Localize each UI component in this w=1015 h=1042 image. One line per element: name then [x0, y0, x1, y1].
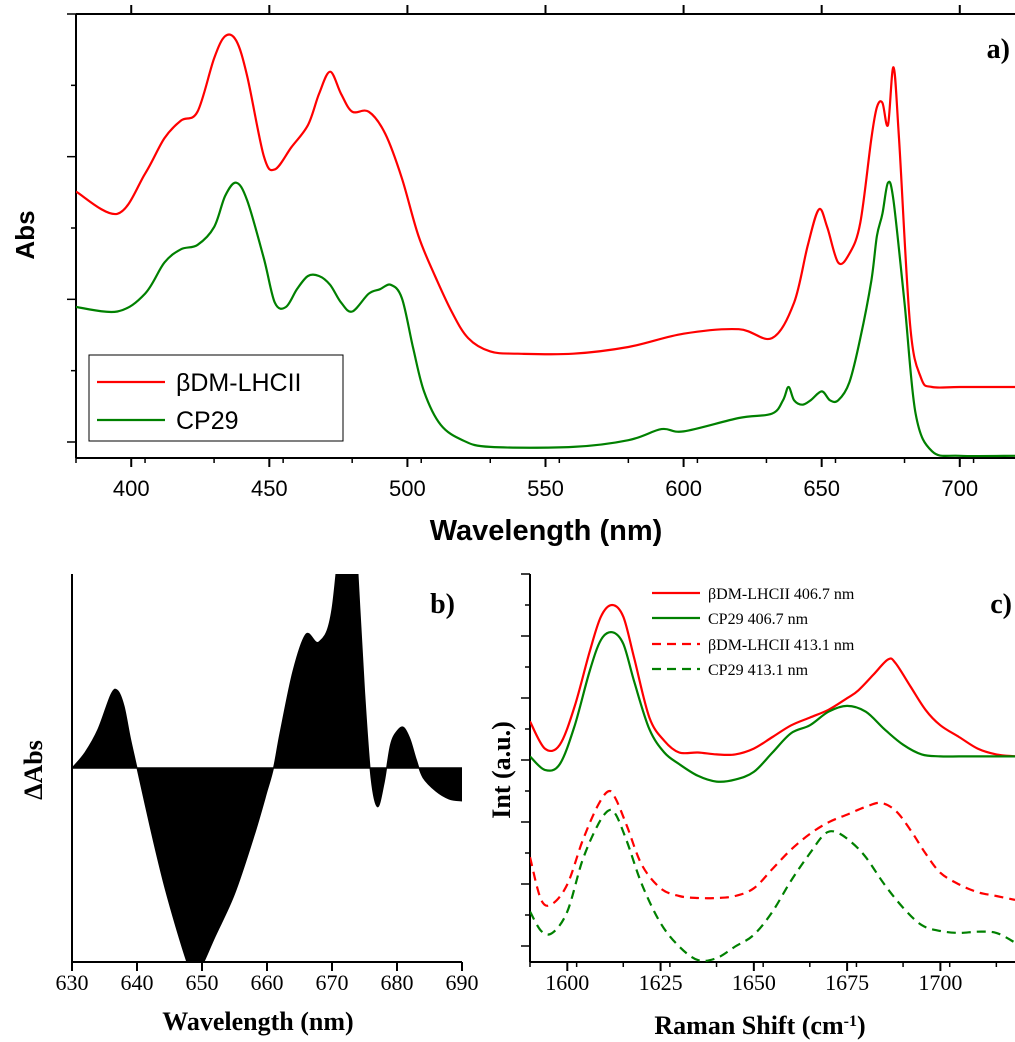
panel-b: b) Wavelength (nm) ΔAbs 630 640 650 660 670 6…	[19, 574, 479, 1036]
panel-b-ylabel: ΔAbs	[19, 740, 48, 800]
x-tick-label: 1650	[732, 970, 776, 995]
x-ticks: 400 450 500 550 600 650 700	[67, 5, 978, 501]
plot-frame	[529, 574, 1015, 963]
series-dm-lhcii-406-7-nm-line	[530, 603, 1015, 758]
legend-label-cp29: CP29	[176, 407, 239, 435]
x-tick-label: 650	[803, 476, 840, 501]
panel-c-xlabel: Raman Shift (cm-1)	[654, 1011, 865, 1040]
x-tick-label: 450	[251, 476, 288, 501]
x-tick-label: 1600	[545, 970, 589, 995]
x-tick-label: 1700	[918, 970, 962, 995]
panel-c-xlabel-close: )	[857, 1011, 866, 1040]
panel-b-label: b)	[430, 589, 455, 620]
x-ticks: 630 640 650 660 670 680 690	[56, 962, 479, 995]
x-tick-label: 700	[941, 476, 978, 501]
series-cp29-406-7-nm-line	[530, 630, 1015, 783]
series-cp29-413-1-nm-dashed-line	[530, 808, 1015, 962]
x-tick-label: 500	[389, 476, 426, 501]
area-fill	[72, 574, 462, 962]
panel-c: c) Raman Shift (cm-1) Int (a.u.) βDM-LHC…	[487, 573, 1015, 1040]
x-tick-label: 550	[527, 476, 564, 501]
x-tick-label: 680	[381, 970, 414, 995]
series-dm-lhcii-line	[76, 33, 1015, 389]
panel-a: a) Wavelength (nm) Abs βDM-LHCII CP29 40…	[10, 5, 1015, 547]
legend-label-bdm-413: βDM-LHCII 413.1 nm	[708, 637, 855, 654]
x-tick-label: 690	[446, 970, 479, 995]
x-tick-label: 670	[316, 970, 349, 995]
legend-label-bdm-406: βDM-LHCII 406.7 nm	[708, 586, 855, 603]
panel-c-legend: βDM-LHCII 406.7 nm CP29 406.7 nm βDM-LHC…	[652, 586, 855, 679]
x-tick-label: 650	[186, 970, 219, 995]
x-tick-label: 660	[251, 970, 284, 995]
panel-a-ylabel: Abs	[10, 210, 40, 259]
x-tick-label: 600	[665, 476, 702, 501]
series-cp29-line	[76, 180, 1015, 458]
data-layer	[530, 603, 1015, 962]
legend-label-bdm-lhcii: βDM-LHCII	[176, 369, 302, 397]
legend-box	[88, 354, 344, 442]
panel-c-ylabel: Int (a.u.)	[487, 721, 516, 819]
panel-c-xlabel-sup: -1	[844, 1013, 857, 1030]
x-tick-label: 630	[56, 970, 89, 995]
panel-a-legend: βDM-LHCII CP29	[88, 354, 344, 442]
series-dm-lhcii-413-1-nm-dashed-line	[530, 789, 1015, 907]
x-ticks: 1600 1625 1650 1675 1700	[521, 573, 998, 995]
x-tick-label: 1625	[639, 970, 683, 995]
x-tick-label: 640	[121, 970, 154, 995]
legend-label-cp29-413: CP29 413.1 nm	[708, 662, 809, 679]
x-tick-label: 1675	[825, 970, 869, 995]
panel-b-xlabel: Wavelength (nm)	[162, 1007, 353, 1036]
data-layer	[76, 33, 1015, 458]
data-layer	[72, 574, 462, 962]
x-tick-label: 400	[113, 476, 150, 501]
panel-a-xlabel: Wavelength (nm)	[430, 515, 663, 547]
legend-label-cp29-406: CP29 406.7 nm	[708, 611, 809, 628]
panel-c-xlabel-main: Raman Shift (cm	[654, 1011, 844, 1040]
panel-c-label: c)	[990, 589, 1012, 620]
panel-a-label: a)	[987, 34, 1010, 65]
